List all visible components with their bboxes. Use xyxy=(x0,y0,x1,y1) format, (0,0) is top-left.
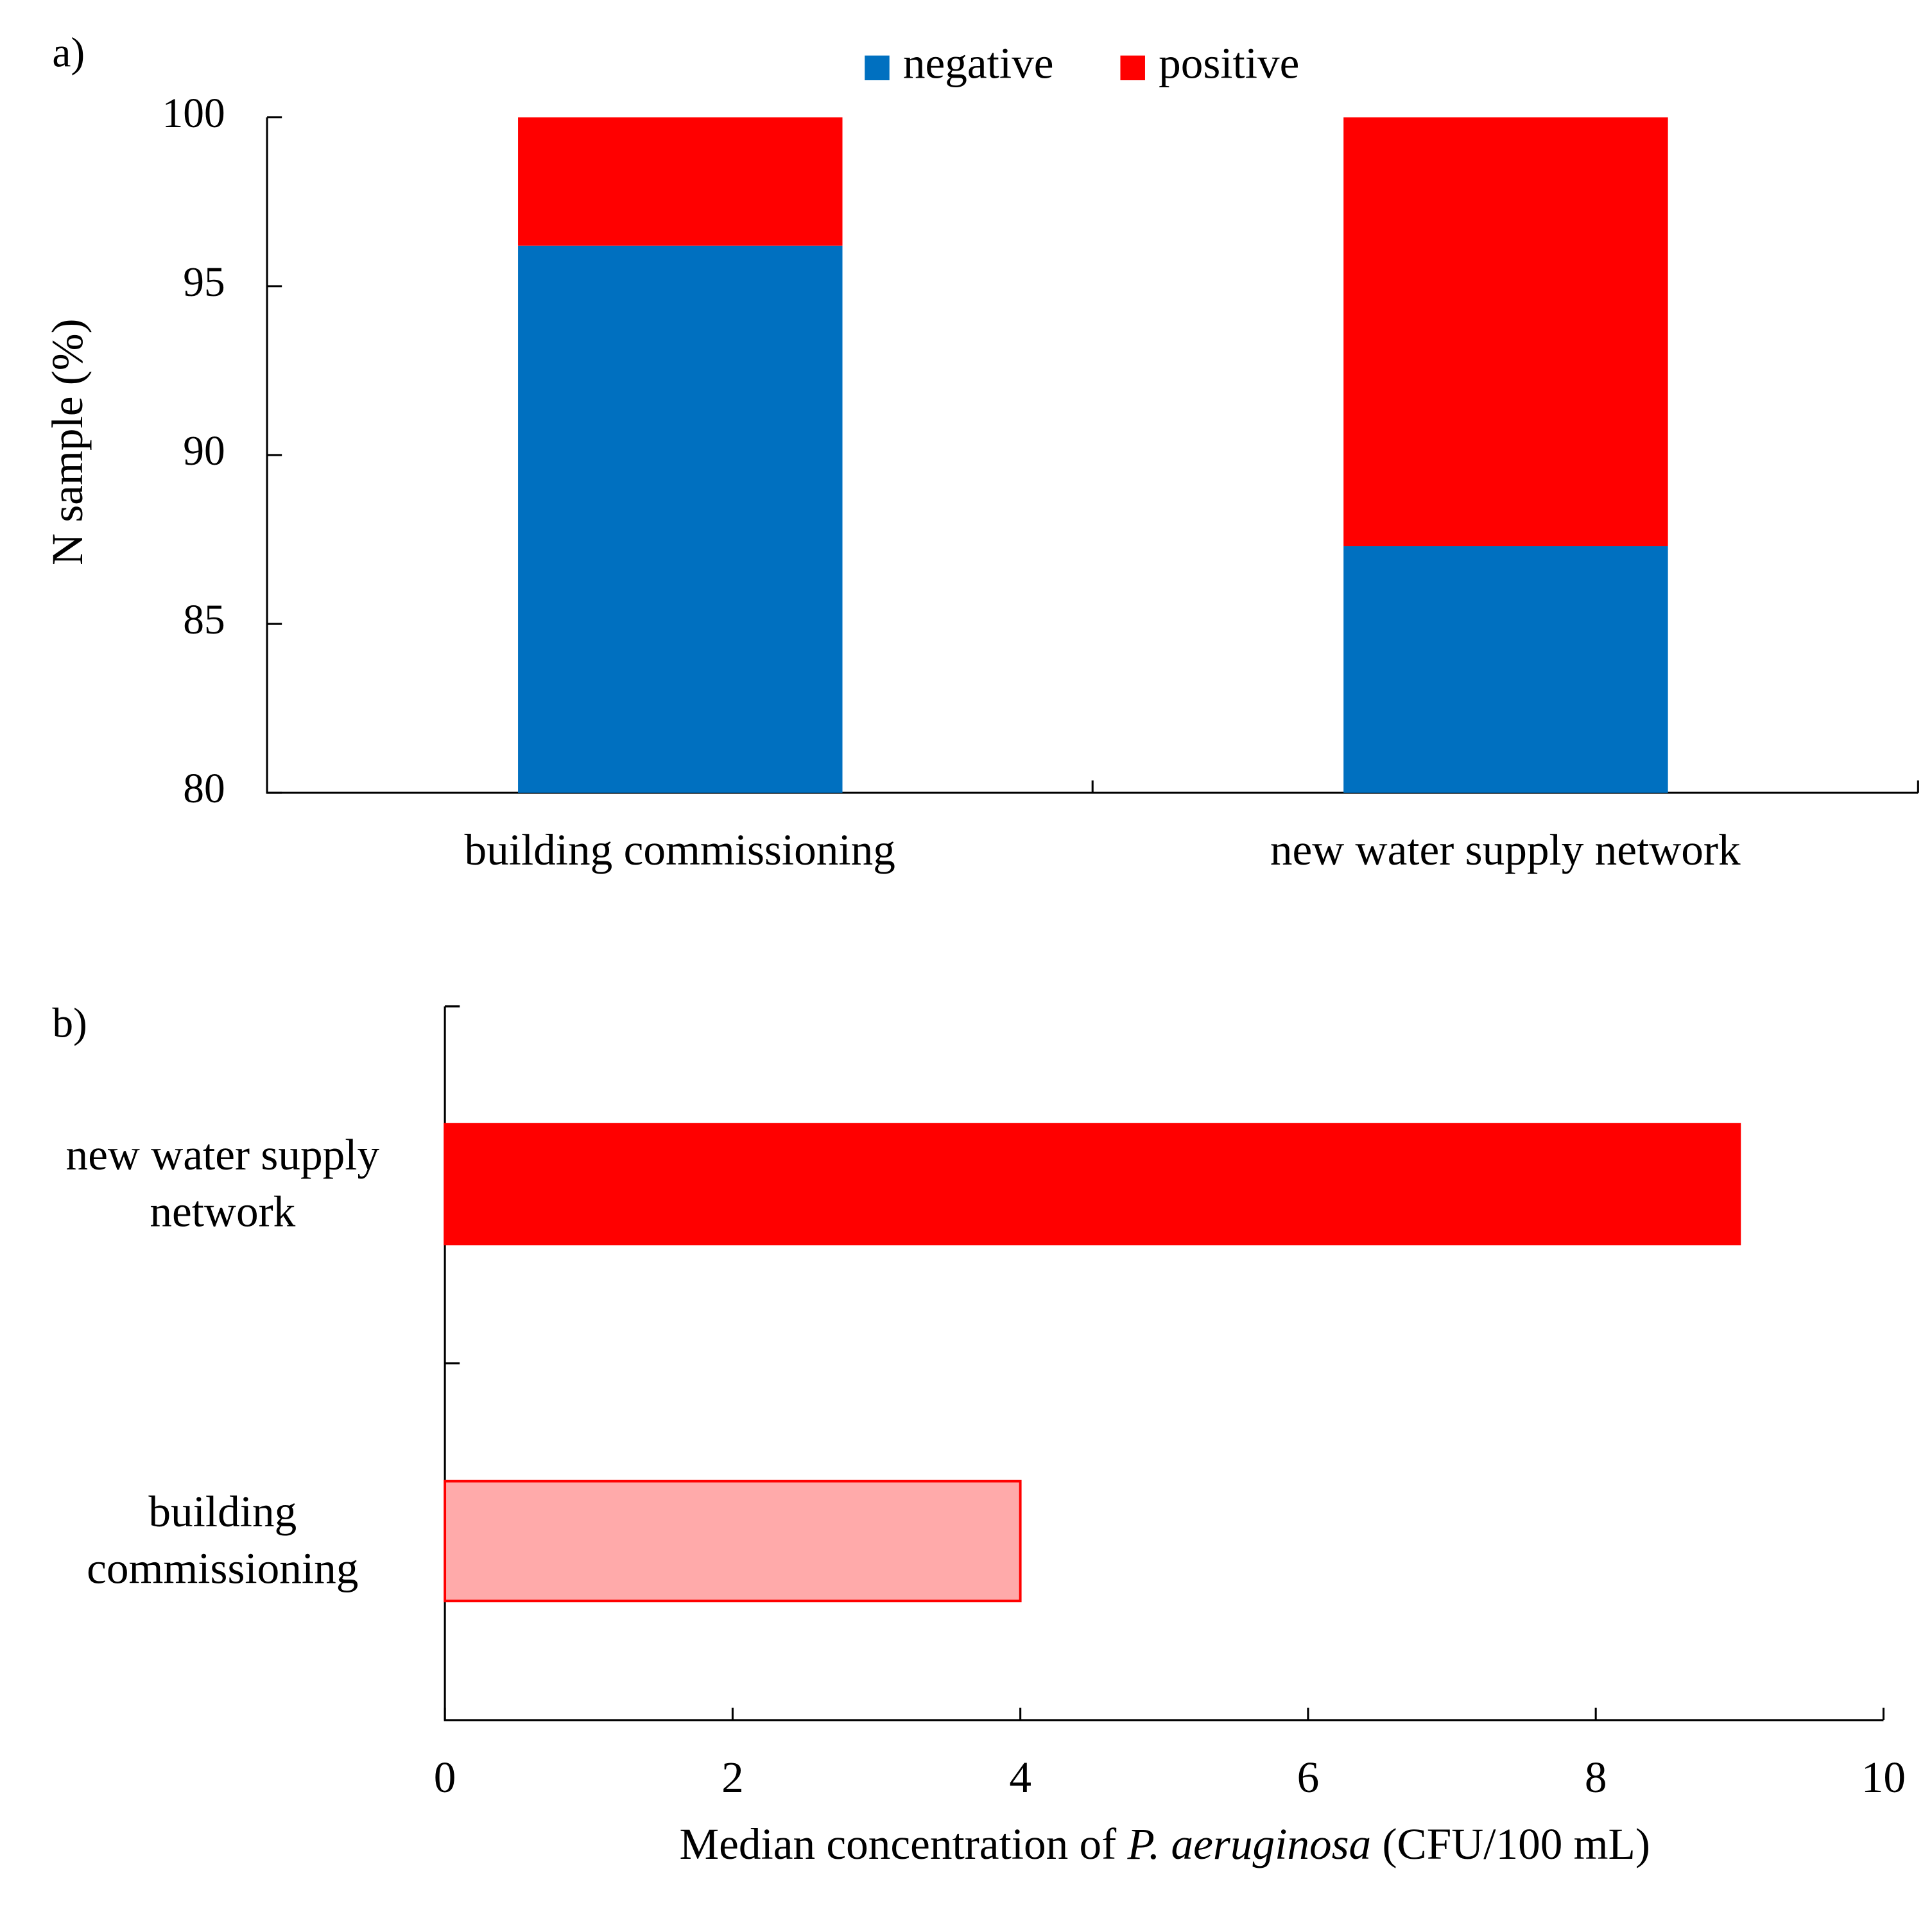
bar-segment xyxy=(1343,117,1668,547)
legend-swatch xyxy=(1120,55,1145,81)
axis-b xyxy=(444,1006,1884,1721)
bar-segment xyxy=(518,117,843,246)
y-tick-label: 95 xyxy=(183,259,225,306)
x-tick-label: new water supply network xyxy=(1270,825,1741,874)
bar xyxy=(444,1479,1022,1603)
panel-label: a) xyxy=(52,30,85,76)
x-tick-label: building commissioning xyxy=(464,825,895,874)
x-axis-label-part: P. aeruginosa xyxy=(1127,1819,1372,1868)
y-tick-label: 90 xyxy=(183,428,225,474)
x-tick-label: 10 xyxy=(1861,1752,1906,1802)
y-tick-label: 80 xyxy=(183,766,225,812)
y-axis-label: N sample (%) xyxy=(42,318,92,565)
x-axis-label: Median concentration of P. aeruginosa (C… xyxy=(680,1819,1650,1868)
axis-a xyxy=(266,117,1919,794)
category-label-box: new water supply network xyxy=(65,1129,380,1236)
legend-label: positive xyxy=(1159,39,1299,88)
bar xyxy=(444,1123,1741,1246)
legend-label: negative xyxy=(903,39,1054,88)
bar-segment xyxy=(1343,546,1668,793)
x-axis-label-part: Median concentration of xyxy=(680,1819,1117,1868)
panel-label: b) xyxy=(52,1001,87,1047)
x-tick-label: 4 xyxy=(1009,1752,1031,1802)
x-tick-label: 0 xyxy=(434,1752,456,1802)
x-axis-label-part: (CFU/100 mL) xyxy=(1383,1819,1650,1868)
x-tick-label: 6 xyxy=(1297,1752,1320,1802)
y-tick-label: new water supply network xyxy=(65,1129,380,1236)
x-tick-label: 8 xyxy=(1585,1752,1607,1802)
category-label-box: building commissioning xyxy=(87,1486,359,1592)
legend-swatch xyxy=(865,55,890,81)
y-tick-label: building commissioning xyxy=(87,1486,359,1592)
x-tick-label: 2 xyxy=(721,1752,744,1802)
bar-segment xyxy=(518,245,843,793)
y-tick-label: 100 xyxy=(162,91,225,137)
y-tick-label: 85 xyxy=(183,597,225,643)
